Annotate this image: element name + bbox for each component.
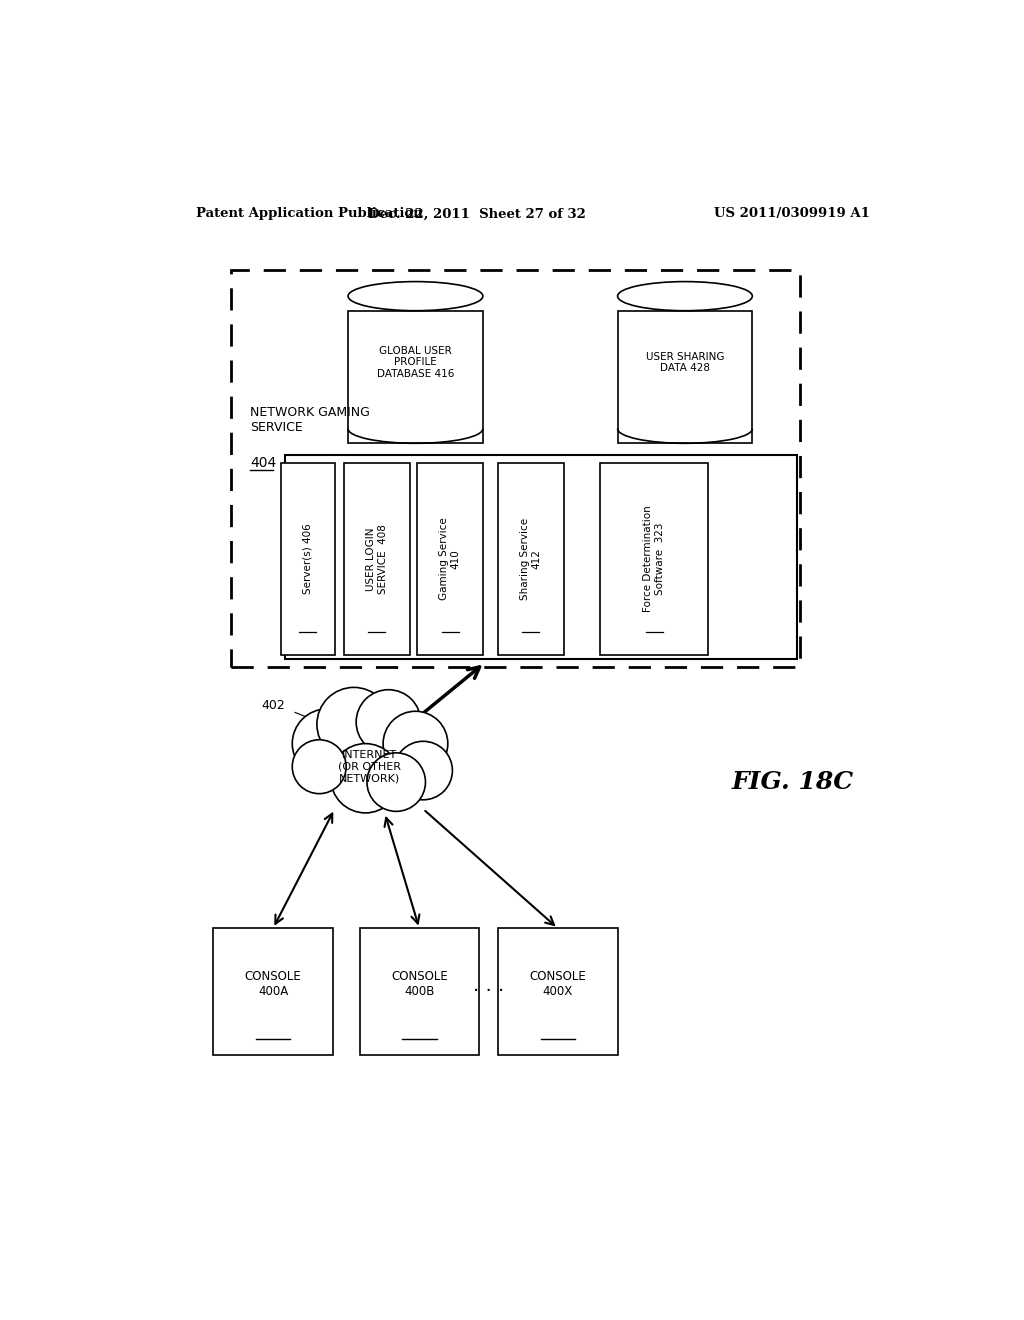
Circle shape	[316, 688, 391, 762]
Bar	[230, 271, 801, 667]
Text: USER SHARING
DATA 428: USER SHARING DATA 428	[646, 351, 724, 374]
Bar	[499, 462, 563, 655]
Bar	[499, 928, 617, 1056]
Bar	[359, 928, 479, 1056]
Text: 402: 402	[261, 698, 285, 711]
Text: INTERNET
(OR OTHER
NETWORK): INTERNET (OR OTHER NETWORK)	[338, 750, 400, 783]
Ellipse shape	[617, 281, 753, 310]
Bar	[348, 310, 483, 444]
Bar	[600, 462, 708, 655]
Circle shape	[292, 739, 346, 793]
Text: USER LOGIN
SERVICE  408: USER LOGIN SERVICE 408	[367, 524, 388, 594]
Bar	[418, 462, 483, 655]
Circle shape	[394, 742, 453, 800]
Bar	[213, 928, 333, 1056]
Circle shape	[367, 752, 425, 812]
Text: CONSOLE
400B: CONSOLE 400B	[391, 970, 447, 998]
Text: Force Determination
Software  323: Force Determination Software 323	[643, 506, 665, 612]
Bar	[617, 310, 753, 444]
Circle shape	[331, 743, 400, 813]
Circle shape	[356, 689, 421, 755]
Bar	[344, 462, 410, 655]
Circle shape	[292, 709, 361, 779]
Bar	[285, 455, 797, 659]
Text: US 2011/0309919 A1: US 2011/0309919 A1	[714, 207, 869, 220]
Text: NETWORK GAMING
SERVICE: NETWORK GAMING SERVICE	[250, 407, 370, 434]
Text: CONSOLE
400A: CONSOLE 400A	[245, 970, 301, 998]
Circle shape	[383, 711, 447, 776]
Text: Sharing Service
412: Sharing Service 412	[520, 517, 542, 599]
Text: CONSOLE
400X: CONSOLE 400X	[529, 970, 587, 998]
Text: GLOBAL USER
PROFILE
DATABASE 416: GLOBAL USER PROFILE DATABASE 416	[377, 346, 455, 379]
Text: Patent Application Publication: Patent Application Publication	[196, 207, 423, 220]
Text: Server(s) 406: Server(s) 406	[303, 524, 312, 594]
Text: Dec. 22, 2011  Sheet 27 of 32: Dec. 22, 2011 Sheet 27 of 32	[368, 207, 586, 220]
Text: FIG. 18C: FIG. 18C	[732, 770, 854, 795]
Text: 404: 404	[250, 455, 276, 470]
Text: Gaming Service
410: Gaming Service 410	[439, 517, 461, 601]
Bar	[281, 462, 335, 655]
Ellipse shape	[348, 281, 483, 310]
Text: · · ·: · · ·	[473, 982, 504, 1002]
